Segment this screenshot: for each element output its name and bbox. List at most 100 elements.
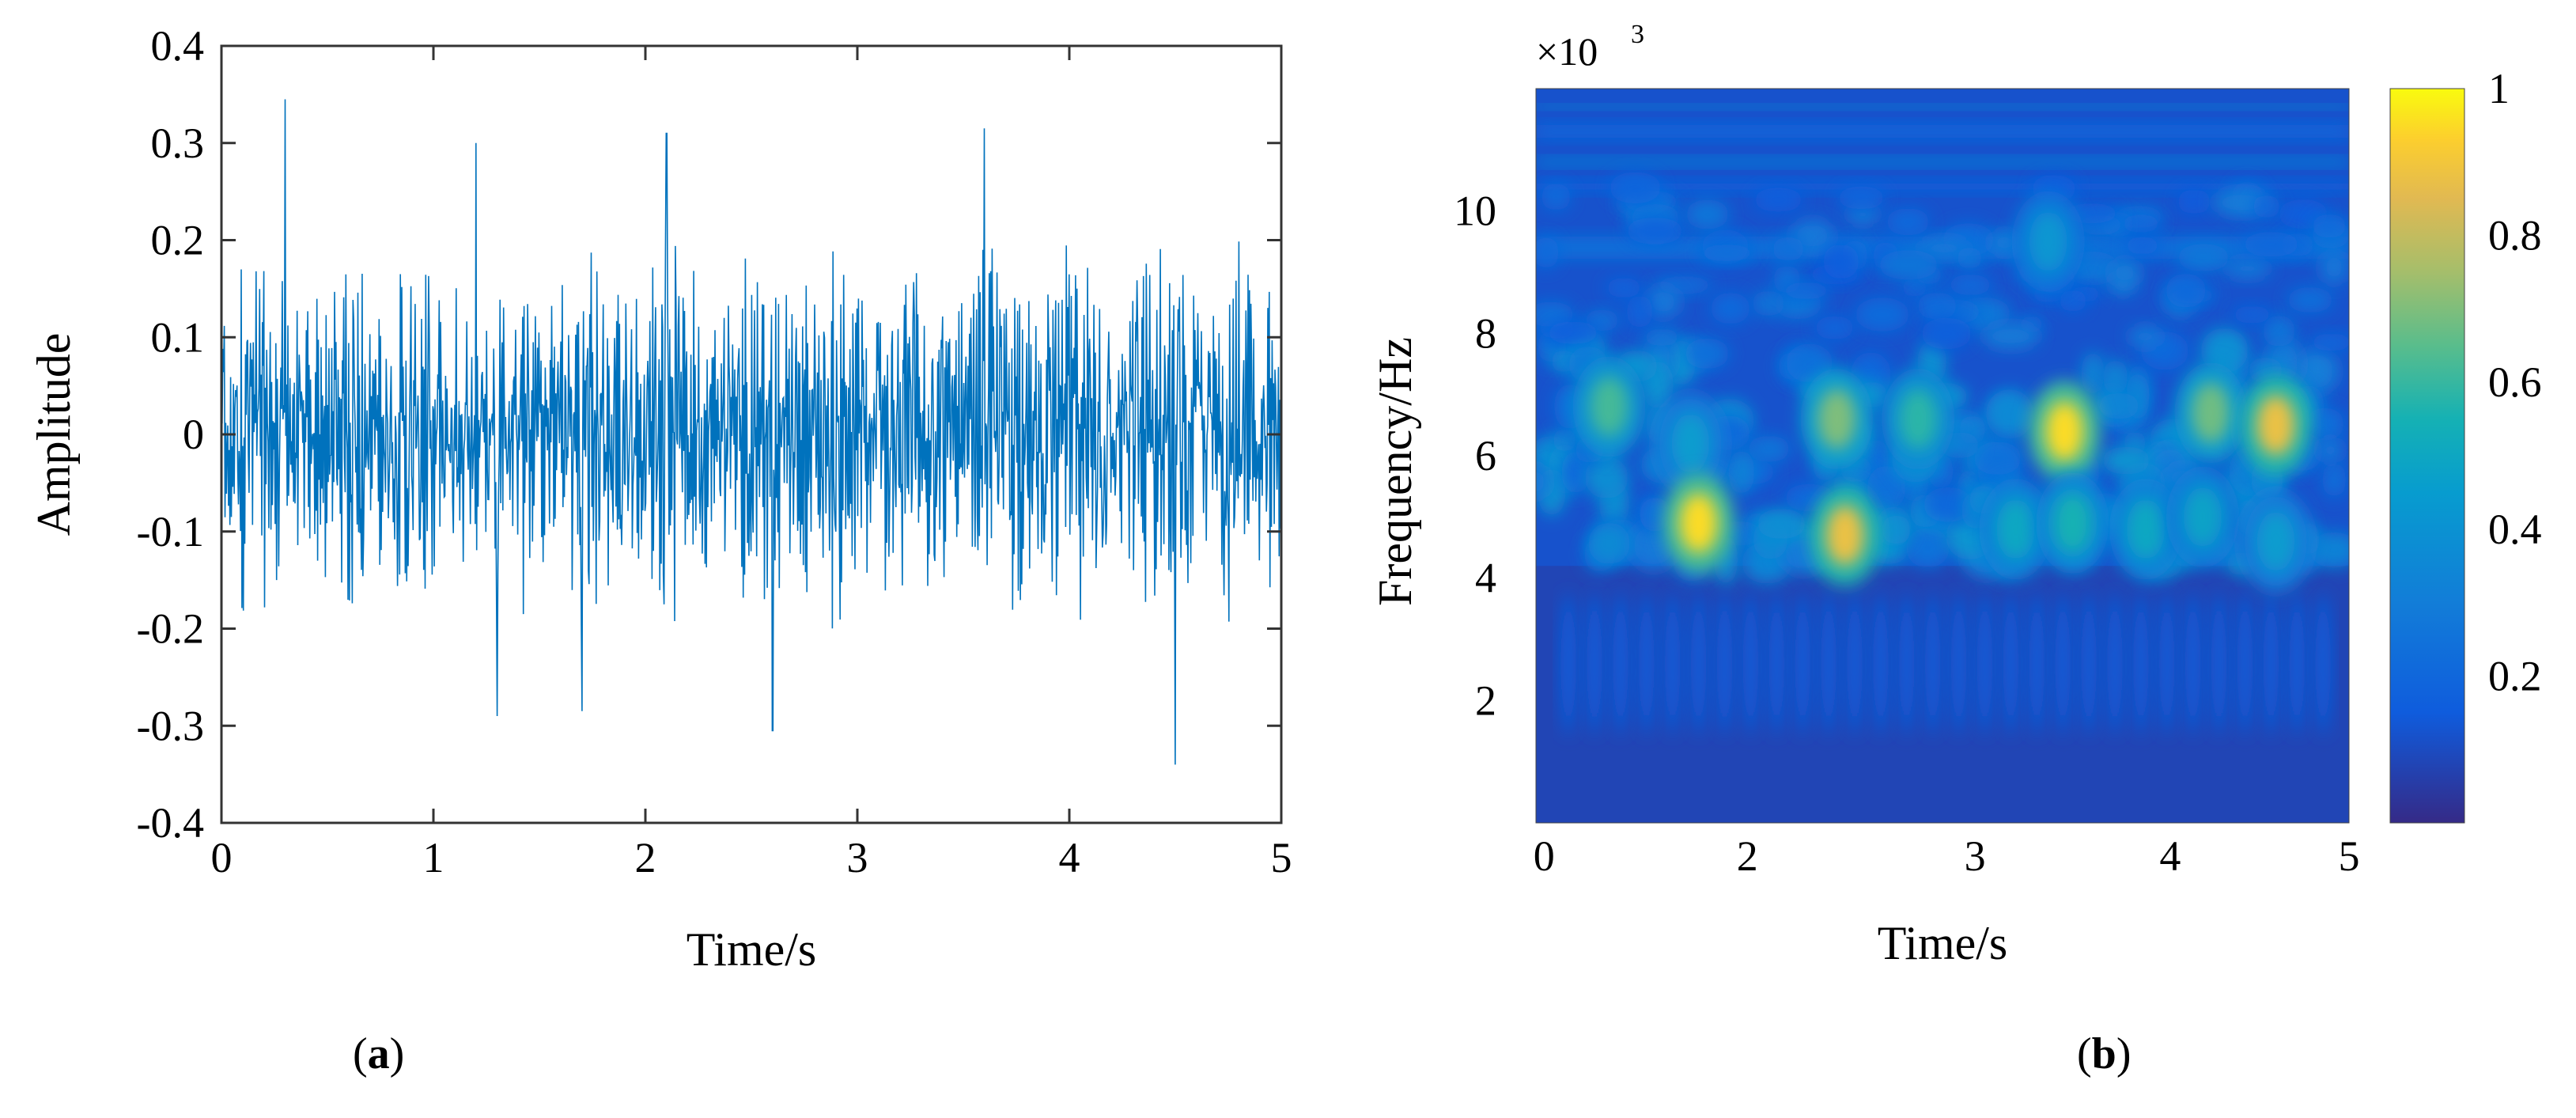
heatmap-texture bbox=[2124, 237, 2161, 255]
heatmap-streak bbox=[2315, 592, 2332, 735]
y-axis-label-a: Amplitude bbox=[28, 333, 80, 536]
heatmap-texture bbox=[1751, 290, 1785, 316]
heatmap-texture bbox=[1605, 278, 1643, 298]
heatmap-texture bbox=[2166, 273, 2207, 308]
heatmap-hotspot bbox=[2127, 498, 2165, 559]
heatmap-texture bbox=[1536, 236, 1559, 269]
x-tick-label-a: 2 bbox=[635, 834, 656, 881]
heatmap-texture bbox=[1772, 237, 1805, 261]
colorbar-tick-label: 1 bbox=[2488, 65, 2510, 112]
colorbar-tick-label: 0.4 bbox=[2488, 506, 2542, 553]
y-tick-label-a: 0.2 bbox=[151, 217, 205, 264]
heatmap-band bbox=[1536, 104, 2349, 109]
heatmap-streak bbox=[2211, 592, 2227, 735]
heatmap-hotspot bbox=[1671, 413, 1710, 474]
heatmap-texture bbox=[1685, 199, 1729, 229]
heatmap-streak bbox=[1950, 592, 1967, 735]
heatmap-texture bbox=[1878, 250, 1939, 280]
heatmap-streak bbox=[1690, 592, 1707, 735]
heatmap-texture bbox=[1823, 244, 1859, 279]
heatmap-texture bbox=[2109, 259, 2141, 287]
heatmap-texture bbox=[1541, 183, 1572, 210]
heatmap-texture bbox=[2081, 351, 2105, 396]
heatmap-texture bbox=[2320, 250, 2348, 285]
y-tick-label-b: 8 bbox=[1475, 309, 1496, 357]
heatmap-texture bbox=[1917, 292, 1958, 320]
heatmap-texture bbox=[1546, 321, 1600, 344]
colorbar-tick-label: 0.2 bbox=[2488, 652, 2542, 699]
heatmap-texture bbox=[1642, 328, 1681, 347]
heatmap-texture bbox=[2177, 189, 2211, 214]
heatmap-texture bbox=[1923, 487, 1973, 522]
y-tick-label-a: -0.3 bbox=[137, 702, 204, 749]
heatmap-texture bbox=[1536, 464, 1550, 499]
heatmap-hotspot bbox=[1899, 388, 1938, 449]
heatmap-streak bbox=[1587, 592, 1603, 735]
panel-label-b: (b) bbox=[2077, 1029, 2132, 1078]
heatmap-texture bbox=[1710, 292, 1750, 324]
heatmap-texture bbox=[2309, 532, 2349, 568]
heatmap-texture bbox=[2101, 446, 2151, 475]
heatmap-texture bbox=[2177, 244, 2230, 271]
heatmap-texture bbox=[2120, 214, 2162, 233]
y-axis-label-b: Frequency/Hz bbox=[1369, 337, 1421, 606]
y-multiplier-label: ×10 bbox=[1536, 29, 1598, 74]
heatmap-texture bbox=[1985, 388, 2034, 439]
heatmap-texture bbox=[2322, 462, 2347, 498]
heatmap-texture bbox=[2309, 333, 2349, 351]
y-tick-label-a: -0.2 bbox=[137, 605, 204, 653]
heatmap-streak bbox=[2055, 592, 2071, 735]
y-tick-label-b: 2 bbox=[1475, 676, 1496, 724]
heatmap-streak bbox=[1742, 592, 1759, 735]
heatmap-texture bbox=[1609, 172, 1662, 204]
heatmap-texture bbox=[1982, 323, 2040, 350]
heatmap-streak bbox=[1924, 592, 1941, 735]
heatmap-streak bbox=[1716, 592, 1733, 735]
heatmap-texture bbox=[1920, 317, 1973, 350]
heatmap-texture bbox=[1867, 465, 1906, 511]
heatmap-streak bbox=[1638, 592, 1655, 735]
chart-b: 2 4 6 8 10 0 2 3 4 5 ×10 3 Time/s Frequency/Hz 0.2 0.4 0… bbox=[1369, 20, 2542, 969]
y-tick-label-b: 10 bbox=[1454, 188, 1496, 235]
heatmap-band bbox=[1536, 180, 2349, 192]
heatmap-streak bbox=[1846, 592, 1863, 735]
heatmap-hotspot bbox=[1825, 505, 1864, 566]
heatmap-texture bbox=[1757, 508, 1806, 540]
heatmap-hotspot bbox=[1590, 377, 1628, 438]
heatmap-streak bbox=[2237, 592, 2253, 735]
heatmap-streak bbox=[1898, 592, 1915, 735]
heatmap-texture bbox=[2242, 232, 2300, 257]
heatmap-texture bbox=[1625, 217, 1684, 244]
heatmap-streak bbox=[2132, 592, 2149, 735]
heatmap-texture bbox=[2097, 392, 2140, 419]
heatmap-band bbox=[1536, 157, 2349, 166]
heatmap-hotspot bbox=[1818, 388, 1856, 449]
heatmap-texture bbox=[1645, 286, 1681, 318]
x-tick-label-b: 0 bbox=[1534, 832, 1555, 880]
heatmap-texture bbox=[1626, 294, 1653, 328]
colorbar-tick-label: 0.6 bbox=[2488, 358, 2542, 406]
chart-a: 0 1 2 3 4 5 -0.4 -0.3 -0.2 -0.1 0 0.1 0.2 0.3 0.4 Time/… bbox=[28, 22, 1292, 976]
x-tick-label-a: 5 bbox=[1271, 834, 1292, 881]
heatmap-texture bbox=[1697, 244, 1757, 262]
heatmap-streak bbox=[2081, 592, 2097, 735]
heatmap-texture bbox=[2200, 328, 2249, 373]
heatmap-texture bbox=[1780, 282, 1832, 300]
x-tick-label-a: 3 bbox=[847, 834, 868, 881]
heatmap-texture bbox=[2231, 305, 2273, 324]
heatmap-texture bbox=[1747, 435, 1791, 462]
y-tick-label-a: 0.4 bbox=[151, 22, 205, 70]
colorbar bbox=[2389, 88, 2465, 824]
heatmap-hotspot bbox=[2029, 211, 2067, 272]
heatmap-texture bbox=[1855, 298, 1910, 332]
heatmap-texture bbox=[1881, 514, 1911, 545]
heatmap-texture bbox=[1947, 275, 1993, 295]
x-tick-label-b: 3 bbox=[1965, 832, 1986, 880]
y-tick-label-b: 6 bbox=[1475, 432, 1496, 479]
x-tick-label-a: 1 bbox=[423, 834, 444, 881]
heatmap-streak bbox=[1768, 592, 1785, 735]
heatmap-texture bbox=[1836, 186, 1886, 210]
heatmap-texture bbox=[1536, 301, 1575, 328]
x-tick-label-b: 2 bbox=[1737, 832, 1758, 880]
